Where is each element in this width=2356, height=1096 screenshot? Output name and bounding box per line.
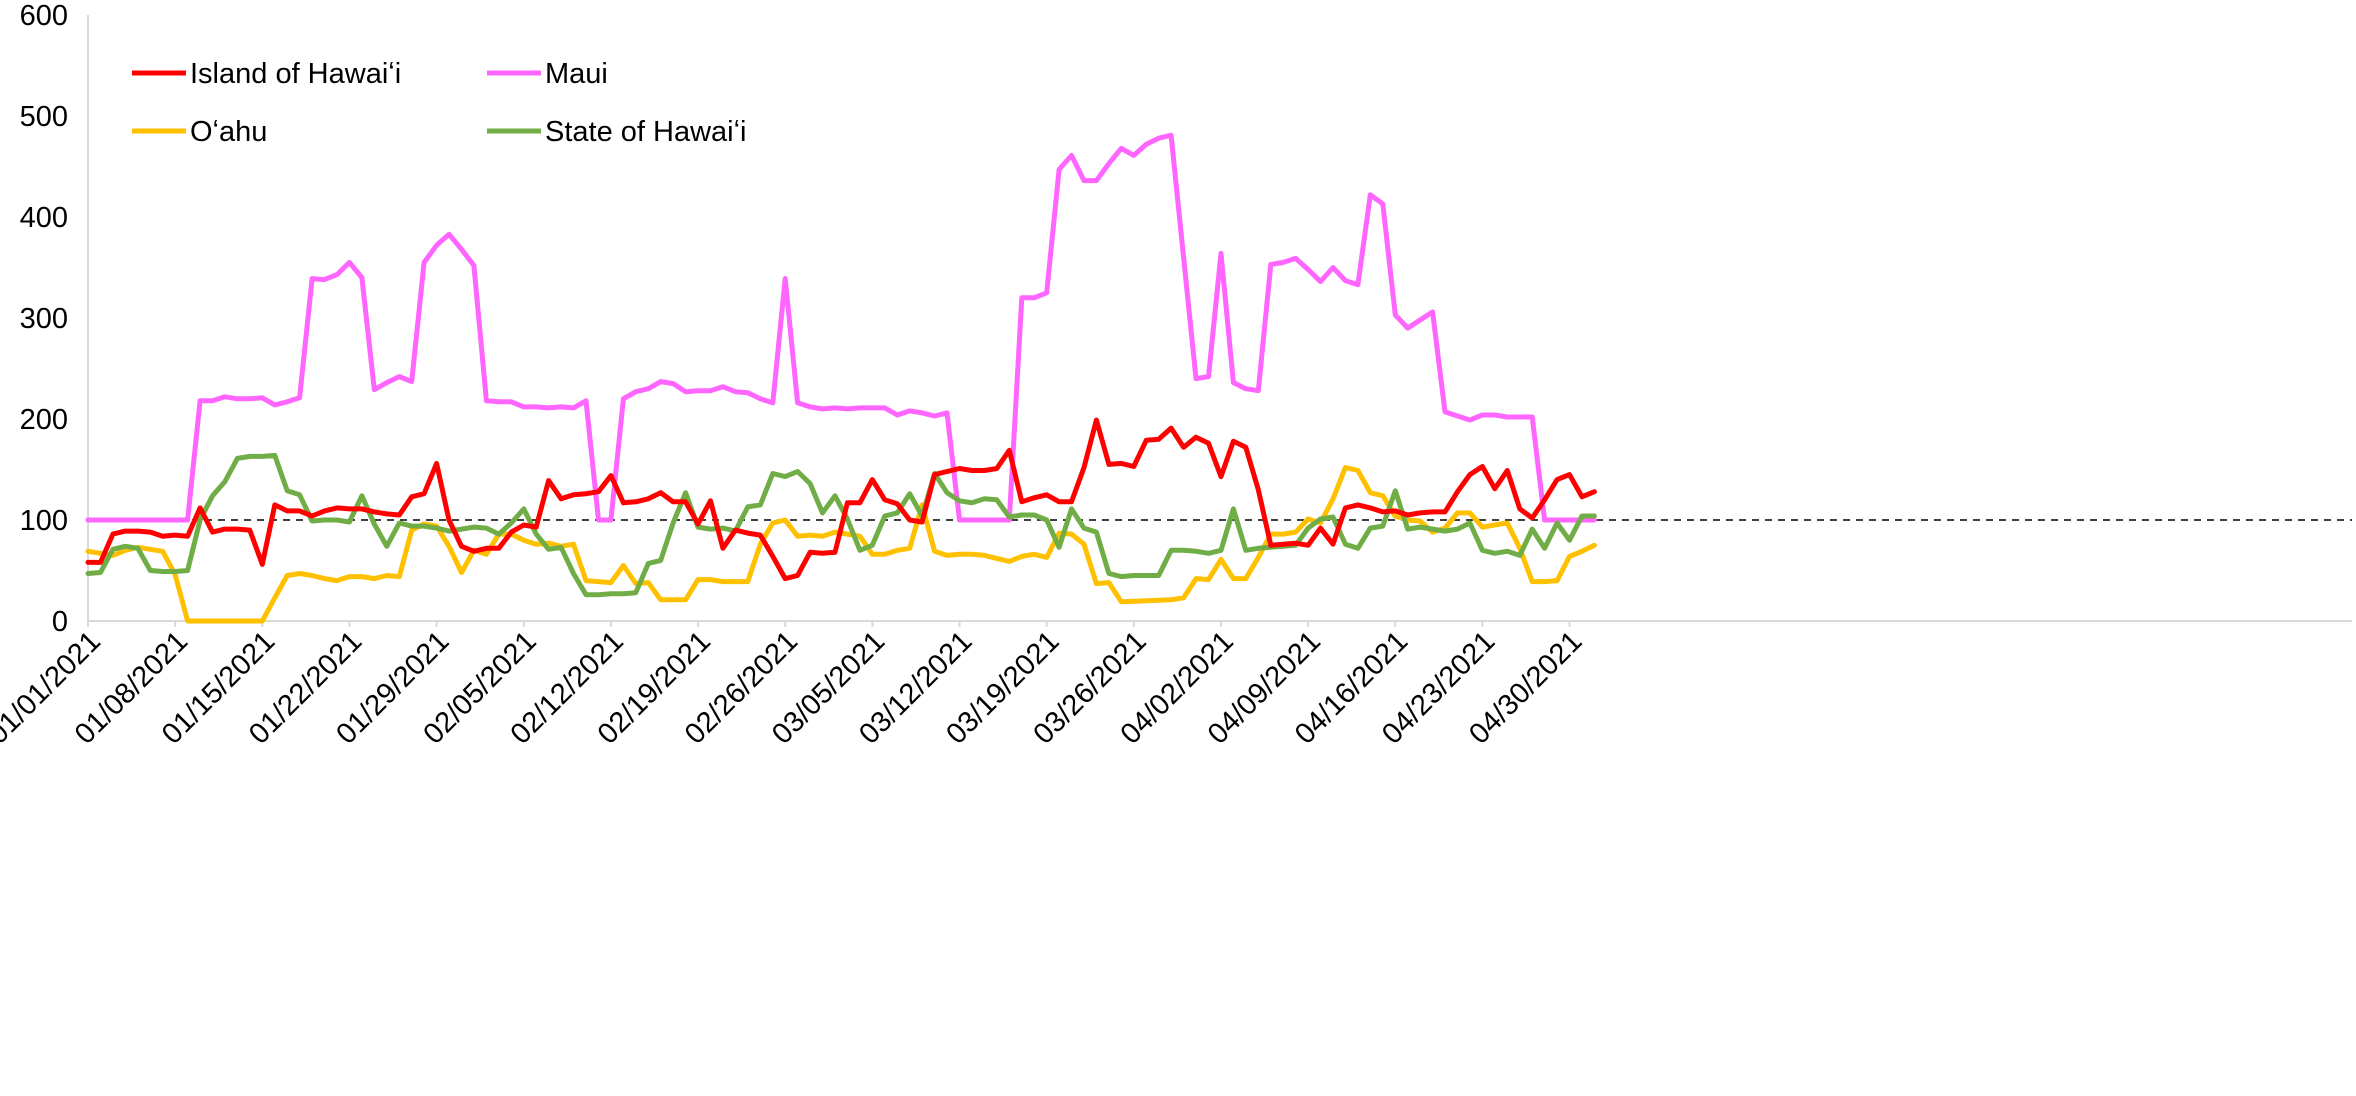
y-tick-label: 600 — [20, 0, 68, 32]
axes — [87, 15, 2352, 622]
y-tick-label: 200 — [20, 404, 68, 436]
series-line-0 — [85, 417, 1597, 582]
y-tick-label: 0 — [52, 606, 68, 638]
legend-label: Island of Hawaiʻi — [190, 58, 401, 90]
series-line-2 — [85, 465, 1597, 624]
y-axis-ticks: 0 100 200 300 400 500 600 — [20, 0, 68, 638]
legend: Island of Hawaiʻi Maui Oʻahu State of Hawai… — [132, 58, 747, 148]
y-tick-label: 400 — [20, 202, 68, 234]
y-tick-label: 500 — [20, 101, 68, 133]
legend-label: Maui — [545, 58, 608, 90]
series-line-1 — [85, 132, 1597, 523]
series-lines — [85, 132, 1597, 624]
x-axis-ticks: 01/01/202101/08/202101/15/202101/22/2021… — [0, 621, 1588, 751]
legend-label: Oʻahu — [190, 116, 267, 148]
legend-label: State of Hawaiʻi — [545, 116, 747, 148]
series-line-3 — [85, 452, 1597, 598]
y-tick-label: 100 — [20, 505, 68, 537]
y-tick-label: 300 — [20, 303, 68, 335]
